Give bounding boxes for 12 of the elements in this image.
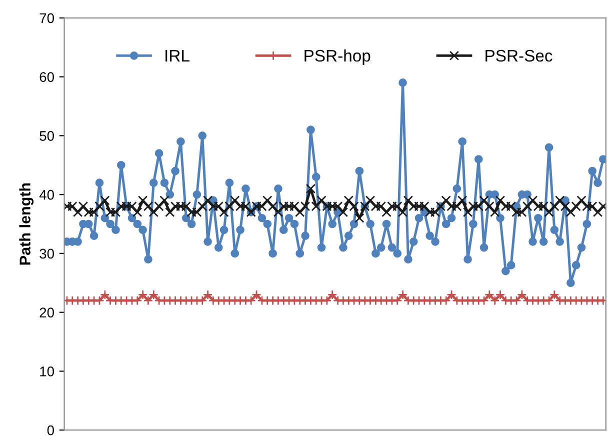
legend-label: PSR-hop xyxy=(304,49,370,65)
y-tick-label: 0 xyxy=(47,425,54,436)
y-tick-label: 50 xyxy=(40,131,54,141)
y-tick-label: 70 xyxy=(40,13,54,24)
legend-label: IRL xyxy=(166,50,190,62)
y-tick-label: 40 xyxy=(39,190,54,200)
y-tick-label: 10 xyxy=(40,366,54,376)
y-tick-label: 20 xyxy=(40,308,54,318)
y-tick-label: 30 xyxy=(40,248,54,259)
legend-label: PSR-Sec xyxy=(486,50,552,62)
y-tick-label: 60 xyxy=(40,72,54,82)
y-axis-title: Path length xyxy=(19,183,34,265)
